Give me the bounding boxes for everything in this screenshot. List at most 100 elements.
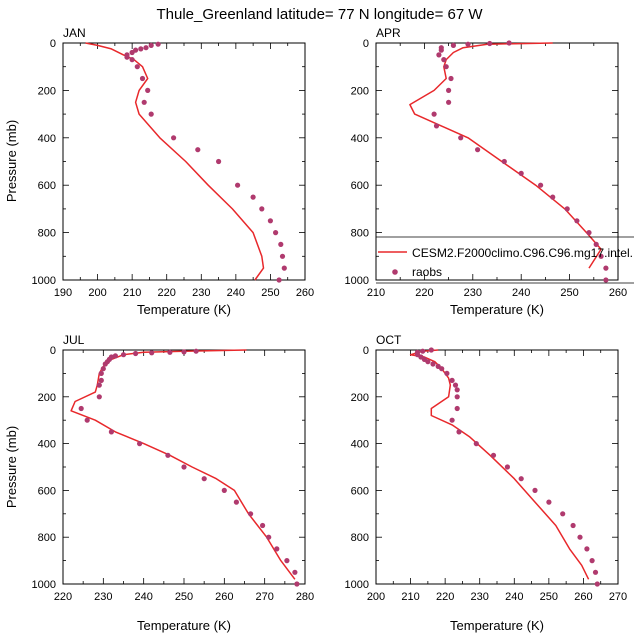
raobs-point [96,394,102,400]
raobs-point [598,253,604,259]
raobs-point [216,158,222,165]
raobs-point [181,464,187,470]
y-tick-label: 1000 [345,275,369,287]
y-tick-label: 200 [38,392,56,404]
plot-frame [62,42,306,281]
raobs-point [284,558,290,564]
raobs-point [594,581,600,587]
x-tick-label: 240 [134,591,152,603]
raobs-point [443,64,449,70]
x-axis-label: Temperature (K) [137,302,231,317]
raobs-point [155,41,161,47]
x-tick-label: 280 [296,591,314,603]
raobs-point [438,47,444,53]
panel-label: JAN [63,26,86,40]
raobs-point [564,206,570,212]
raobs-point [589,558,595,564]
y-tick-label: 0 [363,345,369,357]
y-tick-label: 400 [38,133,56,145]
x-axis-label: Temperature (K) [137,618,231,633]
x-tick-label: 230 [192,287,210,299]
y-ticks: 0 200 400 600 800 1000 [345,38,618,287]
raobs-point [281,265,287,271]
legend-obs-marker [392,269,398,275]
x-tick-label: 210 [123,287,141,299]
y-tick-label: 200 [351,392,369,404]
series-layer [409,347,600,587]
raobs-point [430,361,436,367]
raobs-point [138,46,144,52]
panel-oct: OCT 200 210 220 230 240 250 260 270 0 200 400 600 8… [345,333,628,633]
y-tick-label: 600 [38,485,56,497]
raobs-point [584,546,590,552]
raobs-point [456,429,462,435]
raobs-point [603,277,609,283]
raobs-point [181,349,187,355]
model-profile-line [409,42,602,269]
y-tick-label: 200 [38,85,56,97]
raobs-point [425,359,431,365]
raobs-point [266,534,272,540]
model-profile-line [409,349,590,580]
raobs-point [137,441,143,447]
raobs-point [233,499,239,505]
series-layer [70,348,300,587]
raobs-point [441,57,447,63]
raobs-point [139,75,146,82]
raobs-point [235,182,241,188]
panel-jan: JAN 190 200 210 220 230 240 250 260 0 200 400 600 8… [4,26,314,317]
raobs-point [78,405,84,412]
raobs-point [504,464,510,470]
raobs-point [294,581,300,587]
raobs-point [465,41,471,47]
raobs-point [195,147,201,153]
x-tick-label: 220 [415,287,433,299]
raobs-point [490,452,497,458]
raobs-point [446,87,452,93]
y-tick-label: 400 [351,439,369,451]
y-tick-label: 800 [351,228,369,240]
raobs-point [134,64,140,70]
raobs-point [276,277,282,283]
raobs-point [433,123,440,129]
figure-title: Thule_Greenland latitude= 77 N longitude… [156,6,483,23]
x-tick-label: 250 [175,591,193,603]
y-tick-label: 600 [351,485,369,497]
y-tick-label: 800 [351,532,369,544]
raobs-point [279,253,286,259]
y-tick-label: 800 [38,532,56,544]
raobs-point [449,377,455,383]
plot-frame [375,349,619,585]
raobs-point [129,57,135,63]
raobs-point [148,111,154,117]
raobs-point [267,218,273,224]
raobs-point [436,52,442,58]
raobs-point [145,87,151,93]
y-tick-label: 200 [351,85,369,97]
raobs-point [538,182,544,188]
x-ticks: 220 230 240 250 260 270 280 [54,350,314,603]
raobs-point [278,241,284,247]
y-tick-label: 0 [363,38,369,50]
raobs-point [141,99,147,105]
x-ticks: 190 200 210 220 230 240 250 260 [54,43,314,299]
raobs-point [428,347,434,353]
y-axis-label: Pressure (mb) [4,426,19,508]
raobs-point [550,194,556,200]
panel-label: OCT [376,333,402,347]
raobs-point [454,405,460,412]
x-axis-label: Temperature (K) [450,302,544,317]
y-tick-label: 1000 [32,275,56,287]
raobs-point [473,441,479,447]
model-profile-line [85,42,265,281]
x-tick-label: 250 [261,287,279,299]
raobs-point [546,499,552,505]
y-axis-label: Pressure (mb) [4,120,19,202]
raobs-point [444,370,450,376]
x-tick-label: 210 [367,287,385,299]
x-tick-label: 250 [540,591,558,603]
raobs-point [124,54,130,60]
x-tick-label: 260 [609,287,627,299]
raobs-point [259,206,265,212]
